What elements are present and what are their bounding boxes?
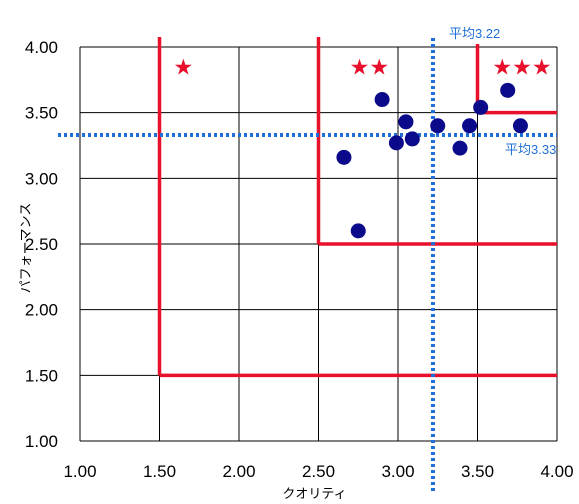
data-point — [374, 92, 390, 108]
x-tick-label: 2.50 — [302, 462, 335, 481]
y-axis-title: パフォーマンス — [18, 203, 33, 294]
average-x-label: 平均3.22 — [449, 26, 500, 41]
x-tick-label: 2.00 — [222, 462, 255, 481]
y-tick-label: 1.00 — [25, 432, 58, 451]
data-point — [404, 131, 420, 147]
average-lines — [58, 38, 557, 492]
y-tick-label: 3.50 — [25, 104, 58, 123]
data-point — [512, 118, 528, 134]
zone-stars-label: ★ — [173, 56, 193, 81]
x-tick-label: 1.00 — [63, 462, 96, 481]
x-tick-label: 3.50 — [461, 462, 494, 481]
y-tick-label: 4.00 — [25, 38, 58, 57]
data-point — [336, 149, 352, 165]
y-tick-label: 3.00 — [25, 169, 58, 188]
data-point — [452, 140, 468, 156]
x-tick-label: 3.00 — [381, 462, 414, 481]
data-point — [430, 118, 446, 134]
data-point — [388, 135, 404, 151]
data-point — [350, 223, 366, 239]
data-point — [473, 99, 489, 115]
y-tick-label: 1.50 — [25, 366, 58, 385]
zone-stars-label: ★★★ — [492, 56, 551, 81]
x-tick-label: 4.00 — [540, 462, 573, 481]
average-y-label: 平均3.33 — [505, 142, 556, 157]
zone-stars-label: ★★ — [350, 56, 389, 81]
data-point — [500, 82, 516, 98]
data-point — [462, 118, 478, 134]
x-axis-title: クオリティ — [282, 486, 346, 501]
labels: 1.00 1.50 2.00 2.50 3.00 3.50 4.00 1.00 1.50 2.00… — [18, 26, 574, 501]
zone-lines — [157, 37, 557, 378]
y-tick-label: 2.50 — [25, 235, 58, 254]
y-tick-label: 2.00 — [25, 301, 58, 320]
x-tick-label: 1.50 — [143, 462, 176, 481]
data-points — [336, 82, 528, 239]
data-point — [398, 114, 414, 130]
